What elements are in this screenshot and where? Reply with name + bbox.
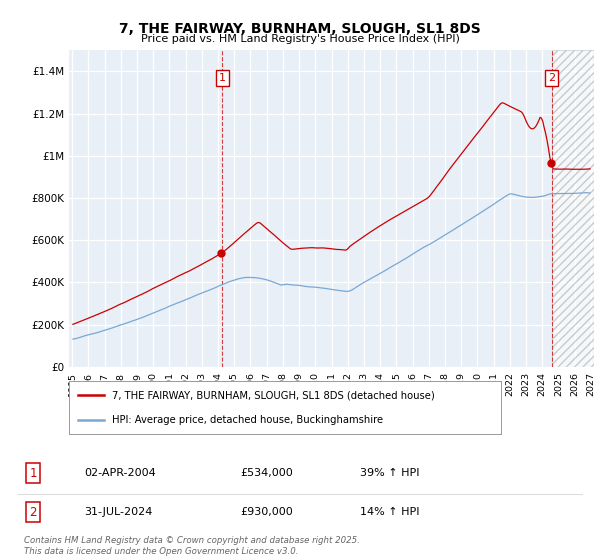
Bar (551, 50, 594, 367)
Text: 2: 2 (29, 506, 37, 519)
Text: 7, THE FAIRWAY, BURNHAM, SLOUGH, SL1 8DS (detached house): 7, THE FAIRWAY, BURNHAM, SLOUGH, SL1 8DS… (112, 390, 435, 400)
Text: Contains HM Land Registry data © Crown copyright and database right 2025.
This d: Contains HM Land Registry data © Crown c… (24, 536, 360, 556)
Text: Price paid vs. HM Land Registry's House Price Index (HPI): Price paid vs. HM Land Registry's House … (140, 34, 460, 44)
Text: 1: 1 (218, 73, 226, 83)
Text: HPI: Average price, detached house, Buckinghamshire: HPI: Average price, detached house, Buck… (112, 414, 383, 424)
Text: 39% ↑ HPI: 39% ↑ HPI (360, 468, 419, 478)
Text: £930,000: £930,000 (240, 507, 293, 517)
Text: £534,000: £534,000 (240, 468, 293, 478)
Text: 02-APR-2004: 02-APR-2004 (84, 468, 156, 478)
Text: 1: 1 (29, 466, 37, 480)
Text: 31-JUL-2024: 31-JUL-2024 (84, 507, 152, 517)
Text: 14% ↑ HPI: 14% ↑ HPI (360, 507, 419, 517)
Bar (551, 50, 594, 367)
Text: 2: 2 (548, 73, 555, 83)
Text: 7, THE FAIRWAY, BURNHAM, SLOUGH, SL1 8DS: 7, THE FAIRWAY, BURNHAM, SLOUGH, SL1 8DS (119, 22, 481, 36)
